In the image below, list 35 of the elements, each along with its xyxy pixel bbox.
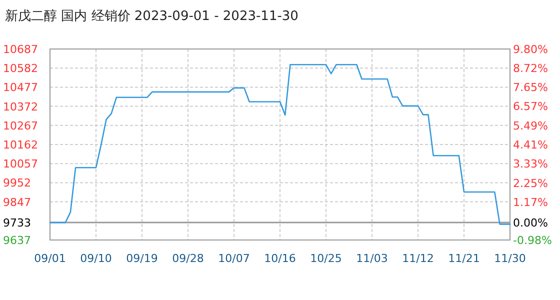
- y-tick-label: 10582: [3, 62, 38, 76]
- x-tick-label: 11/30: [494, 252, 526, 265]
- y2-tick-label: 2.25%: [513, 176, 548, 190]
- y-tick-label: 10372: [3, 100, 38, 114]
- chart-title: 新戊二醇 国内 经销价 2023-09-01 - 2023-11-30: [5, 9, 298, 24]
- y2-tick-label: -0.98%: [513, 234, 552, 247]
- y2-tick-label: 1.17%: [513, 196, 548, 209]
- y2-tick-label: 7.65%: [513, 81, 548, 94]
- x-tick-label: 11/21: [448, 252, 480, 265]
- x-tick-label: 11/03: [356, 252, 388, 265]
- y2-tick-label: 8.72%: [513, 62, 548, 76]
- y-tick-label: 10057: [3, 158, 38, 171]
- y-tick-label: 10267: [3, 119, 38, 132]
- y-tick-label: 9637: [3, 234, 31, 247]
- y-tick-label: 9733: [3, 216, 31, 230]
- y2-tick-label: 6.57%: [513, 100, 548, 114]
- y-tick-label: 9952: [3, 176, 31, 190]
- x-tick-label: 11/12: [402, 252, 434, 265]
- y-tick-label: 10477: [3, 81, 38, 94]
- y-tick-label: 10162: [3, 138, 38, 152]
- x-tick-label: 09/28: [172, 252, 204, 265]
- x-tick-label: 09/10: [80, 252, 112, 265]
- x-tick-label: 09/19: [126, 252, 158, 265]
- y2-tick-label: 0.00%: [513, 216, 548, 230]
- y2-tick-label: 3.33%: [513, 158, 548, 171]
- x-tick-label: 10/16: [264, 252, 296, 265]
- y-tick-label: 9847: [3, 196, 31, 209]
- x-tick-label: 10/07: [218, 252, 250, 265]
- x-tick-label: 09/01: [34, 252, 66, 265]
- x-tick-label: 10/25: [310, 252, 342, 265]
- y2-tick-label: 9.80%: [513, 43, 548, 56]
- y2-tick-label: 4.41%: [513, 138, 548, 152]
- y-tick-label: 10687: [3, 43, 38, 56]
- y2-tick-label: 5.49%: [513, 119, 548, 132]
- line-series: [49, 64, 511, 225]
